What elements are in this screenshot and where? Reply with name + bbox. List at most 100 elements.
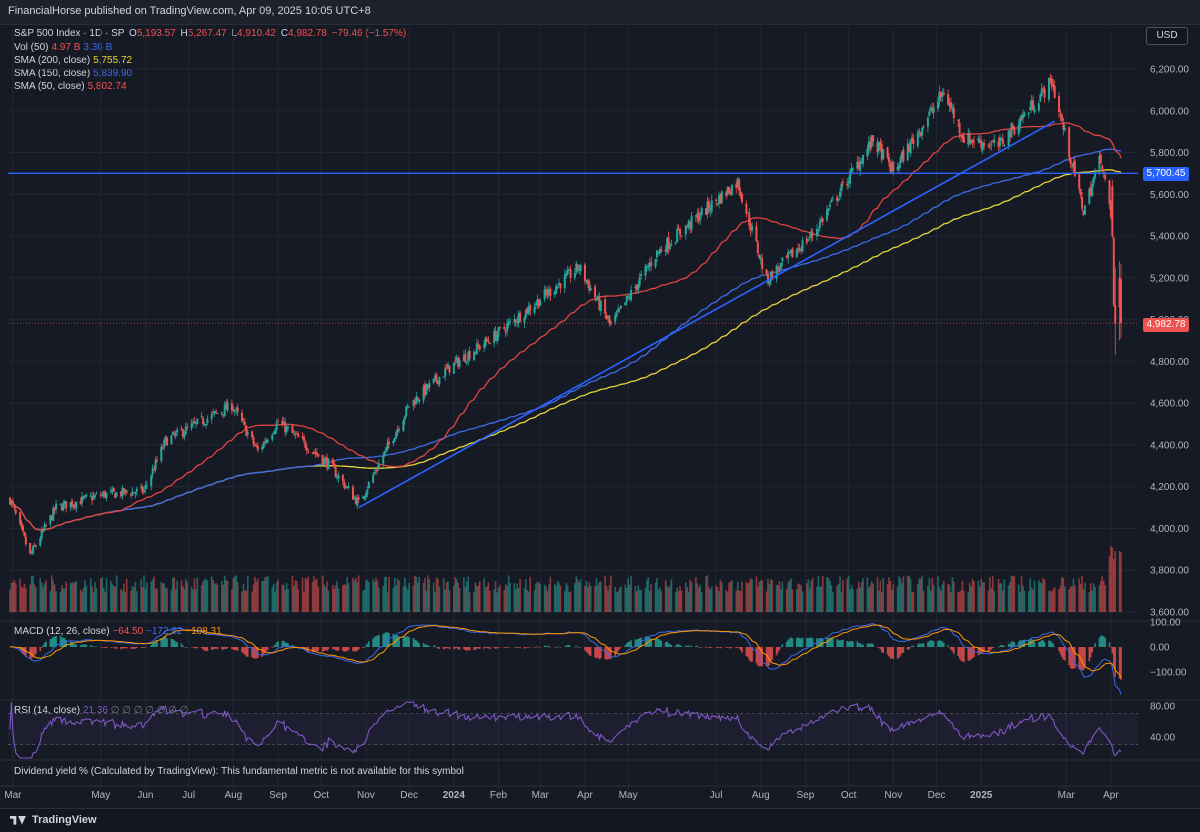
volume-bar [983, 582, 985, 612]
candle-body [717, 195, 720, 205]
volume-bar [398, 580, 400, 612]
candle-body [674, 242, 677, 244]
candle-body [203, 423, 206, 425]
symbol-legend[interactable]: S&P 500 Index · 1D · SP O5,193.57 H5,267… [14, 28, 406, 39]
macd-histogram-bar [52, 636, 55, 647]
volume-bar [173, 577, 176, 612]
volume-bar [862, 578, 864, 612]
macd-histogram-bar [1089, 647, 1092, 658]
volume-bar [75, 581, 78, 612]
macd-histogram-bar [254, 647, 256, 659]
macd-histogram-bar [153, 642, 155, 647]
volume-bar [741, 581, 743, 612]
candle-body [617, 309, 620, 313]
candle-body [1109, 203, 1112, 218]
candle-body [513, 319, 516, 323]
candle-body [109, 490, 112, 492]
candle-body [1068, 127, 1071, 158]
candle-body [465, 361, 468, 364]
macd-legend[interactable]: MACD (12, 26, close) −64.50 −172.82 −108… [14, 626, 222, 637]
price-tick-label: 4,400.00 [1150, 440, 1189, 451]
tradingview-logo[interactable]: TradingView [10, 814, 97, 826]
macd-histogram-bar [568, 644, 570, 647]
macd-histogram-bar [291, 644, 294, 647]
candle-body [295, 433, 298, 435]
macd-histogram-bar [614, 647, 617, 657]
macd-histogram-bar [958, 647, 961, 659]
candle-body [52, 507, 55, 521]
currency-button[interactable]: USD [1146, 27, 1188, 45]
candle-body [1088, 188, 1091, 204]
macd-histogram-bar [657, 639, 660, 647]
candle-body [952, 107, 955, 119]
macd-histogram-bar [487, 647, 490, 649]
volume-bar [49, 591, 52, 612]
macd-histogram-bar [223, 647, 226, 649]
volume-bar [388, 576, 390, 612]
candle-body [908, 144, 911, 153]
volume-bar [679, 586, 681, 612]
candle-body [119, 491, 122, 497]
macd-histogram-bar [1059, 647, 1062, 655]
candle-body [1073, 160, 1076, 177]
volume-bar [948, 584, 951, 612]
volume-bar [1042, 577, 1044, 612]
sma50-legend[interactable]: SMA (50, close) 5,802.74 [14, 81, 127, 92]
volume-bar [1108, 556, 1111, 612]
macd-histogram-bar [39, 647, 42, 652]
volume-bar [970, 586, 972, 612]
candle-body [689, 222, 692, 229]
volume-bar [353, 580, 356, 612]
time-tick-label: Apr [577, 790, 593, 801]
candle-body [131, 491, 134, 496]
sma200-legend[interactable]: SMA (200, close) 5,755.72 [14, 55, 133, 66]
chart-canvas[interactable]: 6,200.006,000.005,800.005,600.005,400.00… [0, 0, 1200, 808]
candle-body [516, 321, 519, 324]
volume-bar [624, 584, 627, 612]
volume-bar [664, 580, 667, 612]
macd-histogram-bar [918, 643, 921, 647]
volume-legend[interactable]: Vol (50) 4.97 B 3.36 B [14, 42, 113, 53]
volume-bar [342, 585, 344, 612]
candle-body [240, 412, 243, 421]
volume-bar [896, 586, 899, 612]
candle-body [130, 493, 133, 496]
macd-histogram-bar [938, 640, 941, 647]
volume-bar [182, 586, 184, 612]
candle-body [153, 469, 156, 471]
macd-histogram-bar [896, 647, 899, 659]
price-tick-label: 6,000.00 [1150, 106, 1189, 117]
candle-body [468, 351, 471, 360]
macd-histogram-bar [912, 645, 915, 647]
candle-body [426, 384, 429, 389]
rsi-legend[interactable]: RSI (14, close) 21.36 ∅ ∅ ∅ ∅ ∅ ∅ ∅ [14, 705, 189, 716]
macd-histogram-bar [909, 646, 912, 648]
volume-bar [1110, 545, 1112, 612]
candle-body [1071, 165, 1074, 167]
volume-bar [525, 579, 527, 612]
candle-body [262, 442, 265, 449]
candle-body [122, 488, 125, 494]
macd-histogram-bar [236, 647, 239, 651]
macd-histogram-bar [963, 647, 965, 663]
macd-histogram-bar [927, 642, 929, 647]
macd-histogram-bar [777, 647, 779, 653]
volume-bar [221, 581, 223, 612]
candle-body [790, 249, 793, 254]
candle-body [768, 280, 771, 285]
volume-bar [1079, 584, 1082, 612]
candle-body [851, 168, 854, 170]
candle-body [1114, 304, 1117, 324]
macd-histogram-bar [105, 647, 108, 648]
macd-histogram-bar [1101, 635, 1104, 647]
volume-bar [153, 576, 155, 612]
volume-bar [265, 576, 268, 612]
volume-bar [820, 586, 823, 612]
macd-histogram-bar [1069, 647, 1072, 668]
candle-body [860, 163, 863, 165]
macd-histogram-bar [842, 639, 844, 647]
candle-body [862, 155, 865, 164]
volume-bar [55, 591, 57, 612]
sma150-legend[interactable]: SMA (150, close) 5,839.90 [14, 68, 133, 79]
macd-histogram-bar [172, 639, 174, 647]
